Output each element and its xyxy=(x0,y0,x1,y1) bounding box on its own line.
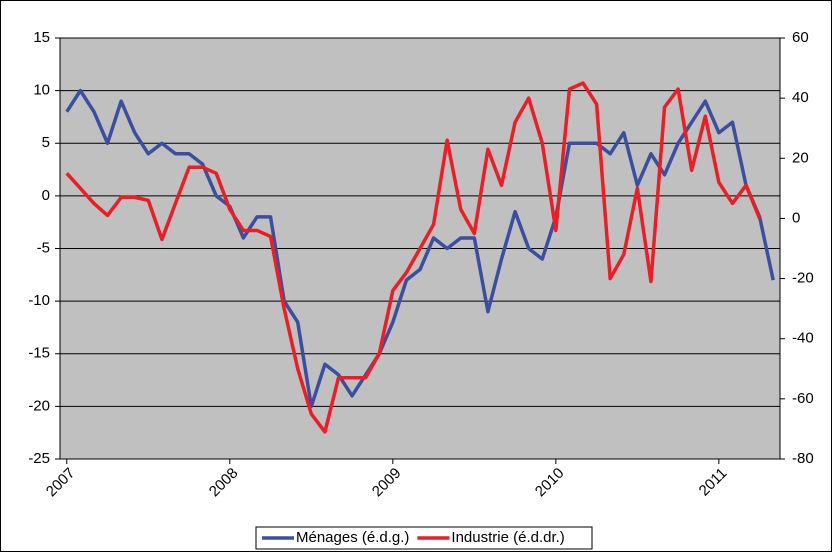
y-tick-label: 10 xyxy=(33,82,50,99)
y-tick-label: 15 xyxy=(33,29,50,46)
legend-label: Ménages (é.d.g.) xyxy=(296,529,409,546)
y-tick-label: -15 xyxy=(28,345,50,362)
y2-tick-label: -80 xyxy=(792,450,814,467)
y2-tick-label: 20 xyxy=(792,149,809,166)
y-tick-label: 5 xyxy=(42,134,50,151)
y-tick-label: -5 xyxy=(37,239,50,256)
legend: Ménages (é.d.g.) Industrie (é.d.dr.) xyxy=(255,526,593,550)
y2-tick-label: -60 xyxy=(792,390,814,407)
y2-tick-label: 60 xyxy=(792,29,809,46)
y2-tick-label: 0 xyxy=(792,209,800,226)
y-tick-label: -20 xyxy=(28,397,50,414)
y-tick-label: -10 xyxy=(28,292,50,309)
y2-tick-label: -40 xyxy=(792,330,814,347)
y-tick-label: -25 xyxy=(28,450,50,467)
legend-label: Industrie (é.d.dr.) xyxy=(451,529,564,546)
series-line xyxy=(65,81,762,434)
y2-tick-label: -20 xyxy=(792,270,814,287)
y2-tick-label: 40 xyxy=(792,89,809,106)
y-tick-label: 0 xyxy=(42,187,50,204)
series-line xyxy=(65,88,775,409)
